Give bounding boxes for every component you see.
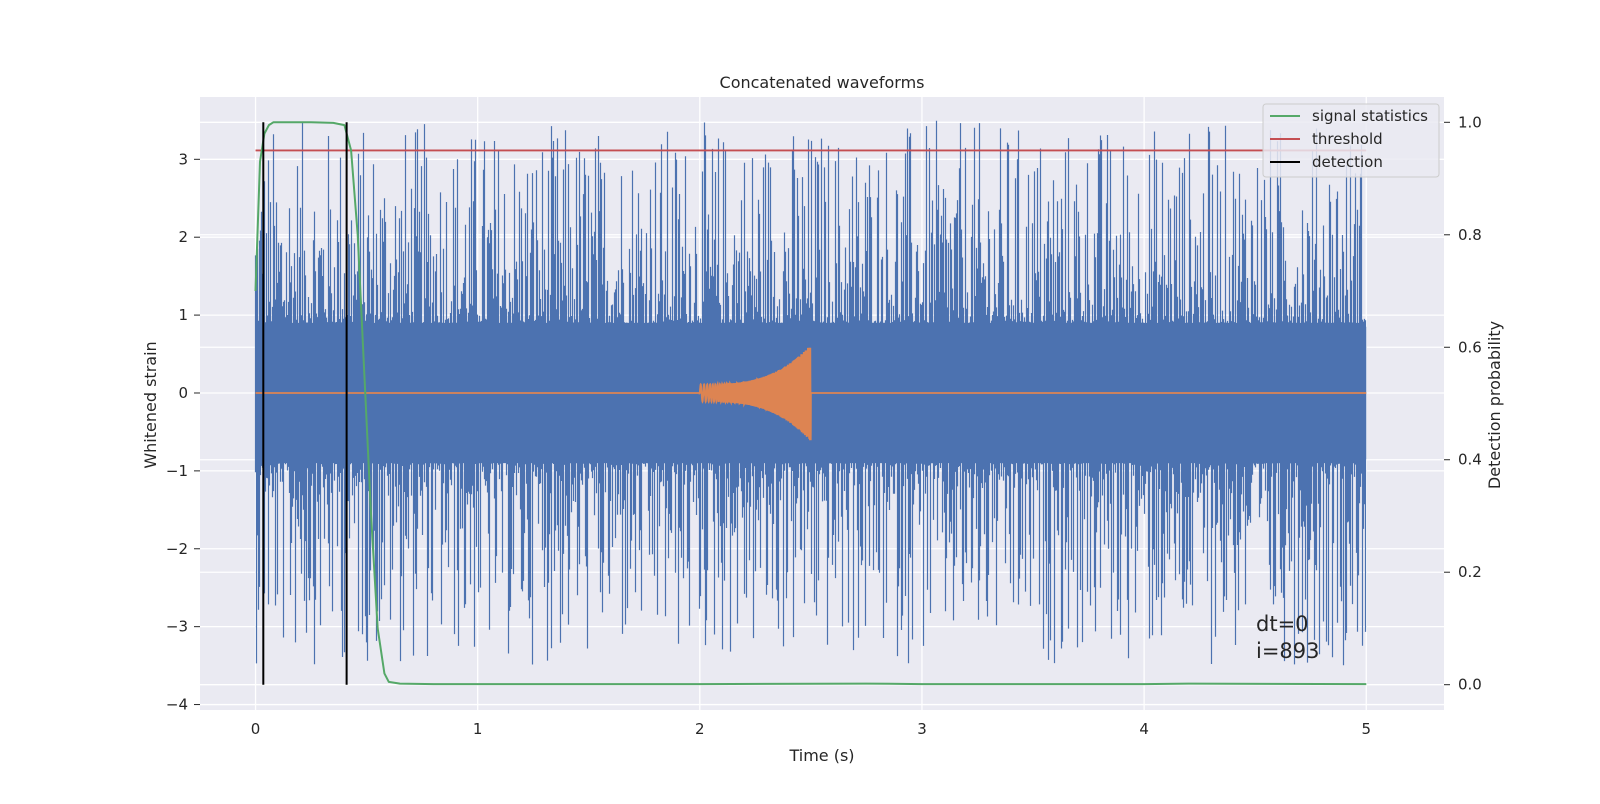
y-tick-label-left: −3 — [166, 618, 188, 636]
y-axis-label-right: Detection probability — [1485, 321, 1504, 489]
ticks: 0 1 2 3 4 5 −4 −3 −2 −1 0 1 2 3 0.0 0.2 0.4 0.6 0.8 1.0 — [166, 113, 1482, 738]
y-tick-label-left: 2 — [178, 228, 188, 246]
y-tick-label-left: 0 — [178, 384, 188, 402]
chirp-trace — [255, 347, 1367, 441]
x-tick-label: 2 — [695, 720, 705, 738]
y-tick-label-right: 1.0 — [1458, 113, 1482, 131]
y-tick-label-right: 0.4 — [1458, 451, 1482, 469]
x-tick-label: 0 — [251, 720, 261, 738]
legend-label-threshold: threshold — [1312, 130, 1383, 148]
y-axis-label-left: Whitened strain — [141, 341, 160, 468]
y-tick-label-left: −4 — [166, 696, 188, 714]
x-axis-label: Time (s) — [788, 746, 854, 765]
y-tick-label-left: 1 — [178, 306, 188, 324]
legend-frame — [1262, 103, 1440, 178]
legend-label-signal: signal statistics — [1312, 107, 1428, 125]
y-tick-label-right: 0.2 — [1458, 563, 1482, 581]
y-tick-label-left: 3 — [178, 150, 188, 168]
x-tick-label: 4 — [1139, 720, 1149, 738]
annotation-dt: dt=0 — [1256, 612, 1309, 636]
series-layer — [254, 121, 1367, 686]
y-tick-label-right: 0.0 — [1458, 676, 1482, 694]
y-tick-label-right: 0.6 — [1458, 338, 1482, 356]
y-tick-label-left: −2 — [166, 540, 188, 558]
x-tick-label: 1 — [473, 720, 483, 738]
annotation-i: i=893 — [1256, 639, 1320, 663]
chart-title: Concatenated waveforms — [720, 73, 925, 92]
legend: signal statistics threshold detection — [1262, 103, 1440, 178]
x-tick-label: 5 — [1361, 720, 1371, 738]
y-tick-label-left: −1 — [166, 462, 188, 480]
signal-statistics-line — [254, 121, 1367, 686]
x-tick-label: 3 — [917, 720, 927, 738]
y-tick-label-right: 0.8 — [1458, 226, 1482, 244]
legend-label-detection: detection — [1312, 153, 1383, 171]
